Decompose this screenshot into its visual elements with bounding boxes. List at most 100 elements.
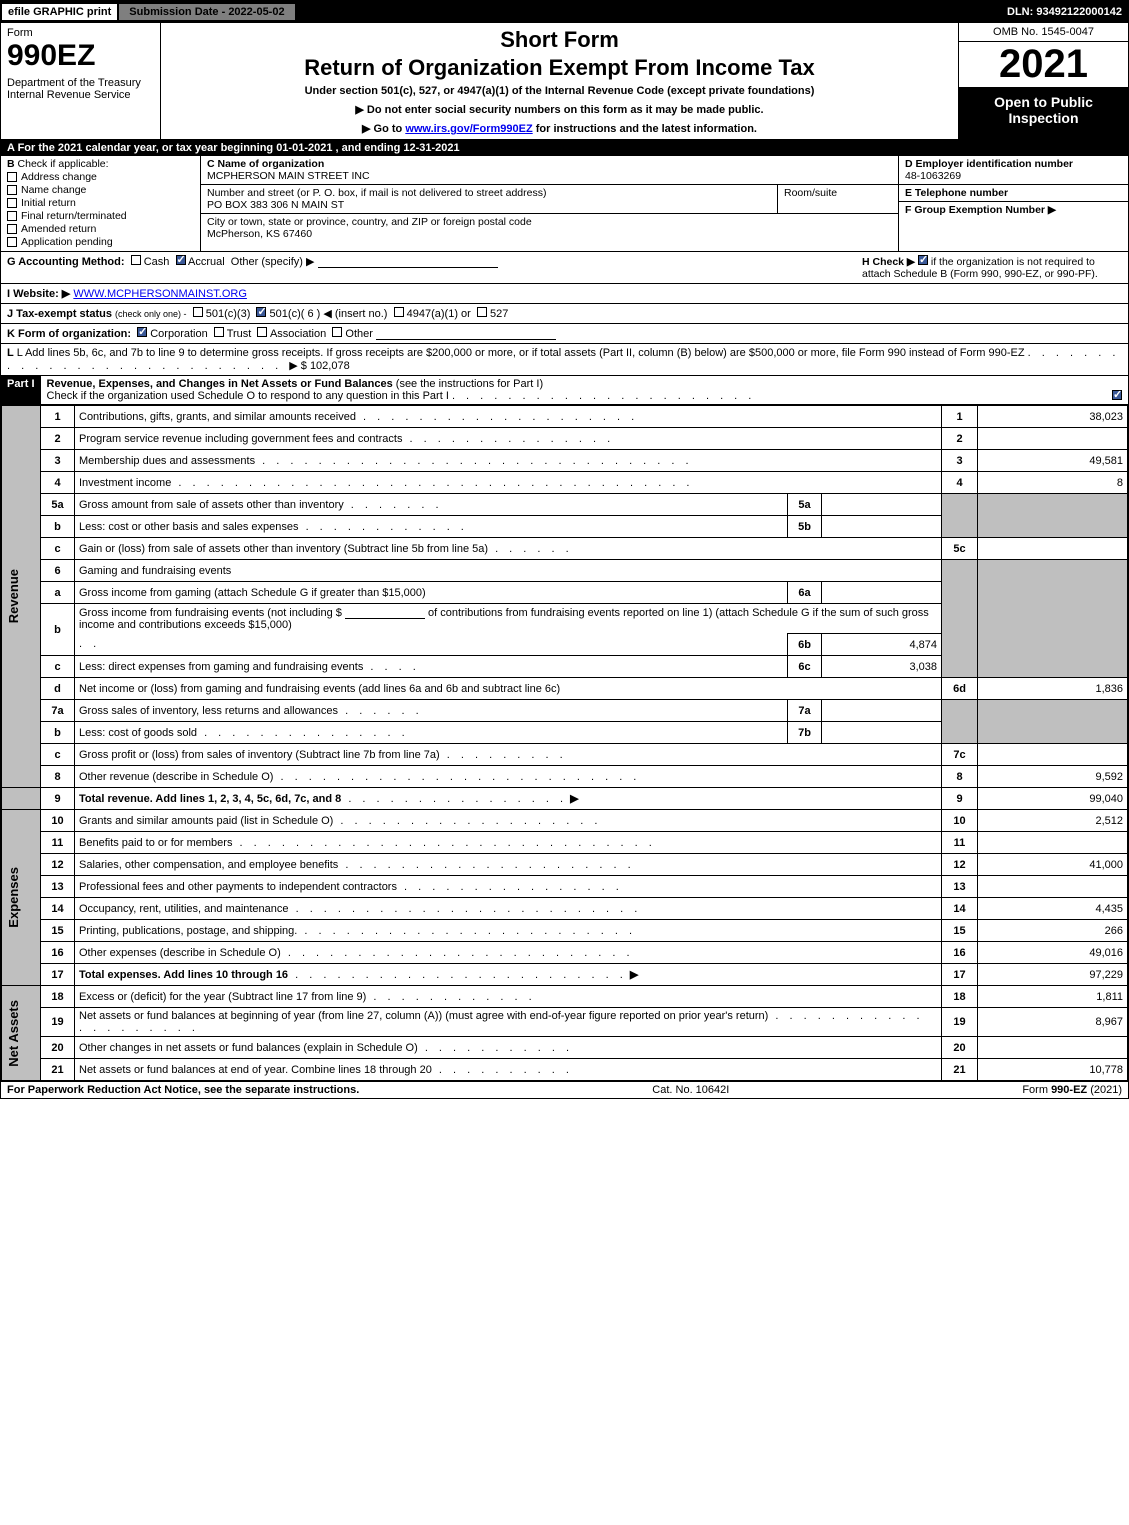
row-gh: G Accounting Method: Cash Accrual Other … (1, 252, 1128, 284)
part-1-label: Part I (1, 376, 41, 404)
line-18: Net Assets 18 Excess or (deficit) for th… (2, 986, 1128, 1008)
k-label: K Form of organization: (7, 328, 131, 340)
addr-label: Number and street (or P. O. box, if mail… (207, 187, 546, 199)
checkbox-icon[interactable] (257, 327, 267, 337)
k-other-field[interactable] (376, 327, 556, 340)
checkbox-icon[interactable] (394, 307, 404, 317)
checkbox-icon[interactable] (131, 255, 141, 265)
line-2: 2 Program service revenue including gove… (2, 428, 1128, 450)
line-20: 20 Other changes in net assets or fund b… (2, 1037, 1128, 1059)
city-label: City or town, state or province, country… (207, 216, 532, 228)
l-text: L Add lines 5b, 6c, and 7b to line 9 to … (17, 347, 1025, 359)
website-link[interactable]: WWW.MCPHERSONMAINST.ORG (73, 288, 247, 300)
line-4: 4 Investment income . . . . . . . . . . … (2, 472, 1128, 494)
footer-left: For Paperwork Reduction Act Notice, see … (7, 1084, 359, 1096)
checkbox-icon[interactable] (214, 327, 224, 337)
i-label: I Website: ▶ (7, 288, 70, 300)
checkbox-icon[interactable] (477, 307, 487, 317)
c-name-label: C Name of organization (207, 158, 324, 170)
dept-label: Department of the Treasury Internal Reve… (7, 77, 154, 101)
section-h: H Check ▶ if the organization is not req… (862, 255, 1122, 280)
side-revenue: Revenue (6, 569, 21, 623)
row-k: K Form of organization: Corporation Trus… (1, 324, 1128, 344)
section-g: G Accounting Method: Cash Accrual Other … (7, 255, 498, 268)
6b-amount-field[interactable] (345, 606, 425, 619)
top-bar: efile GRAPHIC print Submission Date - 20… (1, 1, 1128, 23)
h-prefix: H Check ▶ (862, 256, 915, 268)
instr-2-suffix: for instructions and the latest informat… (533, 123, 757, 135)
irs-link[interactable]: www.irs.gov/Form990EZ (405, 123, 532, 135)
chk-initial-return[interactable]: Initial return (7, 197, 194, 209)
part-1-title: Revenue, Expenses, and Changes in Net As… (47, 378, 393, 390)
info-block: B Check if applicable: Address change Na… (1, 156, 1128, 252)
header-center: Short Form Return of Organization Exempt… (161, 23, 958, 139)
line-11: 11 Benefits paid to or for members . . .… (2, 832, 1128, 854)
part-1-table: Revenue 1 Contributions, gifts, grants, … (1, 405, 1128, 1081)
line-12: 12 Salaries, other compensation, and emp… (2, 854, 1128, 876)
line-1: Revenue 1 Contributions, gifts, grants, … (2, 406, 1128, 428)
form-word: Form (7, 27, 154, 39)
line-8: 8 Other revenue (describe in Schedule O)… (2, 766, 1128, 788)
b-check-if: Check if applicable: (18, 158, 109, 170)
part-1-sub: Check if the organization used Schedule … (47, 390, 449, 402)
checkbox-icon[interactable] (332, 327, 342, 337)
b-letter: B (7, 158, 15, 170)
ein-value: 48-1063269 (905, 170, 961, 182)
submission-date: Submission Date - 2022-05-02 (118, 3, 295, 21)
return-title: Return of Organization Exempt From Incom… (167, 55, 952, 81)
line-3: 3 Membership dues and assessments . . . … (2, 450, 1128, 472)
checkbox-checked-icon[interactable] (176, 255, 186, 265)
chk-application-pending[interactable]: Application pending (7, 236, 194, 248)
j-note: (check only one) - (115, 309, 187, 319)
omb-number: OMB No. 1545-0047 (959, 23, 1128, 42)
other-specify-field[interactable] (318, 255, 498, 268)
checkbox-icon (7, 224, 17, 234)
l-amount: ▶ $ 102,078 (289, 360, 349, 372)
checkbox-icon (7, 237, 17, 247)
instr-1: ▶ Do not enter social security numbers o… (167, 103, 952, 116)
form-container: efile GRAPHIC print Submission Date - 20… (0, 0, 1129, 1099)
instr-2: ▶ Go to www.irs.gov/Form990EZ for instru… (167, 122, 952, 135)
chk-amended-return[interactable]: Amended return (7, 223, 194, 235)
checkbox-checked-icon[interactable] (137, 327, 147, 337)
chk-name-change[interactable]: Name change (7, 184, 194, 196)
f-label: F Group Exemption Number ▶ (905, 204, 1056, 216)
checkbox-checked-icon[interactable] (256, 307, 266, 317)
checkbox-icon (7, 172, 17, 182)
efile-label[interactable]: efile GRAPHIC print (1, 3, 118, 21)
line-16: 16 Other expenses (describe in Schedule … (2, 942, 1128, 964)
footer-center: Cat. No. 10642I (652, 1084, 729, 1096)
row-l: L L Add lines 5b, 6c, and 7b to line 9 t… (1, 344, 1128, 376)
line-5c: c Gain or (loss) from sale of assets oth… (2, 538, 1128, 560)
j-label: J Tax-exempt status (7, 308, 112, 320)
d-label: D Employer identification number (905, 158, 1073, 170)
checkbox-icon[interactable] (193, 307, 203, 317)
side-expenses: Expenses (6, 867, 21, 928)
footer-right: Form 990-EZ (2021) (1022, 1084, 1122, 1096)
row-a-taxyear: A For the 2021 calendar year, or tax yea… (1, 140, 1128, 156)
checkbox-icon (7, 198, 17, 208)
tax-year: 2021 (959, 42, 1128, 88)
line-19: 19 Net assets or fund balances at beginn… (2, 1008, 1128, 1037)
chk-address-change[interactable]: Address change (7, 171, 194, 183)
checkbox-checked-icon[interactable] (918, 255, 928, 265)
line-15: 15 Printing, publications, postage, and … (2, 920, 1128, 942)
chk-final-return[interactable]: Final return/terminated (7, 210, 194, 222)
g-label: G Accounting Method: (7, 256, 125, 268)
under-section: Under section 501(c), 527, or 4947(a)(1)… (167, 85, 952, 97)
part-1-header-row: Part I Revenue, Expenses, and Changes in… (1, 376, 1128, 405)
line-5a: 5a Gross amount from sale of assets othe… (2, 494, 1128, 516)
instr-2-prefix: ▶ Go to (362, 123, 405, 135)
section-b: B Check if applicable: Address change Na… (1, 156, 201, 251)
addr-value: PO BOX 383 306 N MAIN ST (207, 199, 344, 211)
form-header: Form 990EZ Department of the Treasury In… (1, 23, 1128, 140)
form-number: 990EZ (7, 39, 154, 73)
line-21: 21 Net assets or fund balances at end of… (2, 1059, 1128, 1081)
line-7c: c Gross profit or (loss) from sales of i… (2, 744, 1128, 766)
line-13: 13 Professional fees and other payments … (2, 876, 1128, 898)
row-i: I Website: ▶ WWW.MCPHERSONMAINST.ORG (1, 284, 1128, 304)
line-7a: 7a Gross sales of inventory, less return… (2, 700, 1128, 722)
checkbox-checked-icon[interactable] (1112, 390, 1122, 400)
line-17: 17 Total expenses. Add lines 10 through … (2, 964, 1128, 986)
form-footer: For Paperwork Reduction Act Notice, see … (1, 1081, 1128, 1098)
